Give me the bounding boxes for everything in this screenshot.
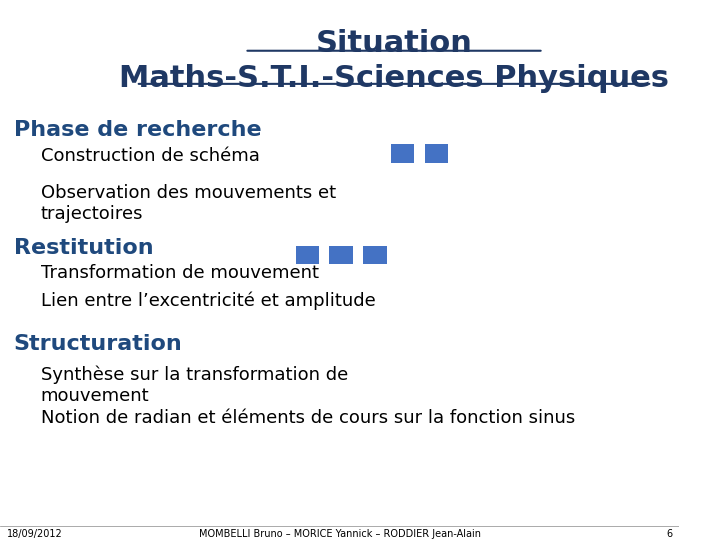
Text: Restitution: Restitution — [14, 238, 153, 258]
FancyBboxPatch shape — [391, 144, 415, 163]
Text: Maths-S.T.I.-Sciences Physiques: Maths-S.T.I.-Sciences Physiques — [119, 64, 669, 93]
Text: Notion de radian et éléments de cours sur la fonction sinus: Notion de radian et éléments de cours su… — [41, 409, 575, 427]
Text: Lien entre l’excentricité et amplitude: Lien entre l’excentricité et amplitude — [41, 291, 376, 309]
FancyBboxPatch shape — [295, 246, 319, 265]
FancyBboxPatch shape — [364, 246, 387, 265]
Text: Synthèse sur la transformation de
mouvement: Synthèse sur la transformation de mouvem… — [41, 366, 348, 405]
Text: Observation des mouvements et
trajectoires: Observation des mouvements et trajectoir… — [41, 184, 336, 223]
Text: 18/09/2012: 18/09/2012 — [6, 529, 63, 539]
Text: Construction de schéma: Construction de schéma — [41, 147, 260, 165]
Text: 6: 6 — [667, 529, 672, 539]
Text: Structuration: Structuration — [14, 334, 182, 354]
Text: Situation: Situation — [315, 29, 472, 58]
Text: Transformation de mouvement: Transformation de mouvement — [41, 265, 319, 282]
Text: Phase de recherche: Phase de recherche — [14, 120, 261, 140]
FancyBboxPatch shape — [425, 144, 449, 163]
Text: MOMBELLI Bruno – MORICE Yannick – RODDIER Jean-Alain: MOMBELLI Bruno – MORICE Yannick – RODDIE… — [199, 529, 481, 539]
FancyBboxPatch shape — [330, 246, 354, 265]
